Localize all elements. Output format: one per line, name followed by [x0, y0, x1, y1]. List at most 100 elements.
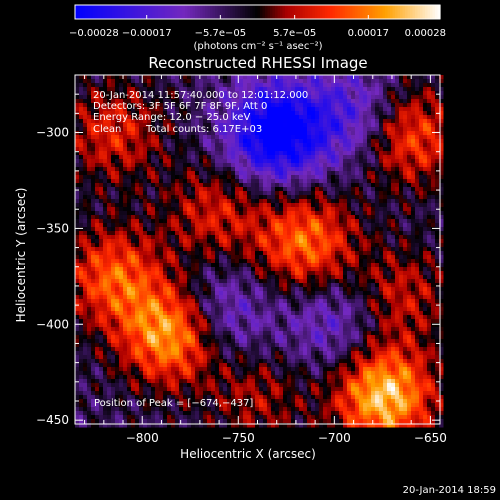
- heatmap-cell: [395, 119, 400, 124]
- heatmap-cell: [291, 111, 296, 116]
- heatmap-cell: [407, 195, 412, 200]
- heatmap-cell: [159, 127, 164, 132]
- heatmap-cell: [223, 227, 228, 232]
- heatmap-cell: [211, 223, 216, 228]
- heatmap-cell: [99, 131, 104, 136]
- heatmap-cell: [139, 199, 144, 204]
- heatmap-cell: [227, 247, 232, 252]
- heatmap-cell: [131, 107, 136, 112]
- heatmap-cell: [103, 155, 108, 160]
- heatmap-cell: [199, 155, 204, 160]
- heatmap-cell: [239, 123, 244, 128]
- heatmap-cell: [147, 159, 152, 164]
- heatmap-cell: [231, 123, 236, 128]
- heatmap-cell: [255, 235, 260, 240]
- heatmap-cell: [79, 175, 84, 180]
- heatmap-cell: [407, 183, 412, 188]
- heatmap-cell: [343, 155, 348, 160]
- heatmap-cell: [415, 215, 420, 220]
- heatmap-cell: [87, 119, 92, 124]
- heatmap-cell: [243, 231, 248, 236]
- colorbar-tick-label: 5.7e−05: [273, 28, 316, 39]
- heatmap-cell: [243, 247, 248, 252]
- heatmap-cell: [431, 199, 436, 204]
- heatmap-cell: [171, 247, 176, 252]
- heatmap-cell: [343, 199, 348, 204]
- heatmap-cell: [387, 275, 392, 280]
- heatmap-cell: [211, 159, 216, 164]
- heatmap-cell: [131, 123, 136, 128]
- heatmap-cell: [399, 95, 404, 100]
- heatmap-cell: [275, 111, 280, 116]
- heatmap-cell: [135, 267, 140, 272]
- heatmap-cell: [303, 267, 308, 272]
- heatmap-cell: [375, 139, 380, 144]
- heatmap-cell: [267, 219, 272, 224]
- heatmap-cell: [435, 187, 440, 192]
- heatmap-cell: [283, 175, 288, 180]
- heatmap-cell: [87, 231, 92, 236]
- heatmap-cell: [139, 283, 144, 288]
- heatmap-cell: [419, 75, 424, 80]
- heatmap-cell: [327, 135, 332, 140]
- heatmap-cell: [271, 159, 276, 164]
- heatmap-cell: [247, 175, 252, 180]
- heatmap-cell: [383, 131, 388, 136]
- heatmap-cell: [287, 79, 292, 84]
- heatmap-cell: [391, 79, 396, 84]
- heatmap-cell: [127, 99, 132, 104]
- heatmap-cell: [435, 135, 440, 140]
- heatmap-cell: [315, 187, 320, 192]
- heatmap-cell: [231, 75, 236, 80]
- heatmap-cell: [207, 227, 212, 232]
- heatmap-cell: [399, 211, 404, 216]
- heatmap-cell: [295, 155, 300, 160]
- colorbar-band: [240, 5, 244, 19]
- heatmap-cell: [279, 283, 284, 288]
- heatmap-cell: [327, 111, 332, 116]
- heatmap-cell: [367, 131, 372, 136]
- heatmap-cell: [307, 147, 312, 152]
- heatmap-cell: [183, 191, 188, 196]
- heatmap-cell: [303, 187, 308, 192]
- heatmap-cell: [355, 259, 360, 264]
- heatmap-cell: [135, 119, 140, 124]
- heatmap-cell: [75, 83, 80, 88]
- heatmap-cell: [411, 135, 416, 140]
- heatmap-cell: [171, 203, 176, 208]
- heatmap-cell: [391, 195, 396, 200]
- heatmap-cell: [395, 243, 400, 248]
- heatmap-cell: [431, 155, 436, 160]
- heatmap-cell: [103, 207, 108, 212]
- heatmap-cell: [211, 271, 216, 276]
- heatmap-cell: [131, 247, 136, 252]
- heatmap-cell: [187, 279, 192, 284]
- heatmap-cell: [391, 211, 396, 216]
- heatmap-cell: [119, 99, 124, 104]
- heatmap-cell: [251, 139, 256, 144]
- heatmap-cell: [199, 75, 204, 80]
- heatmap-cell: [391, 275, 396, 280]
- heatmap-cell: [111, 107, 116, 112]
- heatmap-cell: [323, 159, 328, 164]
- heatmap-cell: [287, 195, 292, 200]
- heatmap-cell: [439, 75, 444, 80]
- heatmap-cell: [215, 267, 220, 272]
- heatmap-cell: [391, 87, 396, 92]
- heatmap-cell: [315, 263, 320, 268]
- heatmap-cell: [91, 163, 96, 168]
- heatmap-cell: [99, 175, 104, 180]
- heatmap-cell: [375, 131, 380, 136]
- heatmap-cell: [411, 235, 416, 240]
- heatmap-cell: [219, 199, 224, 204]
- colorbar-band: [367, 5, 371, 19]
- heatmap-cell: [263, 263, 268, 268]
- heatmap-cell: [371, 211, 376, 216]
- heatmap-cell: [335, 235, 340, 240]
- heatmap-cell: [267, 183, 272, 188]
- heatmap-cell: [75, 211, 80, 216]
- heatmap-cell: [127, 251, 132, 256]
- heatmap-cell: [419, 211, 424, 216]
- heatmap-cell: [211, 143, 216, 148]
- heatmap-cell: [199, 247, 204, 252]
